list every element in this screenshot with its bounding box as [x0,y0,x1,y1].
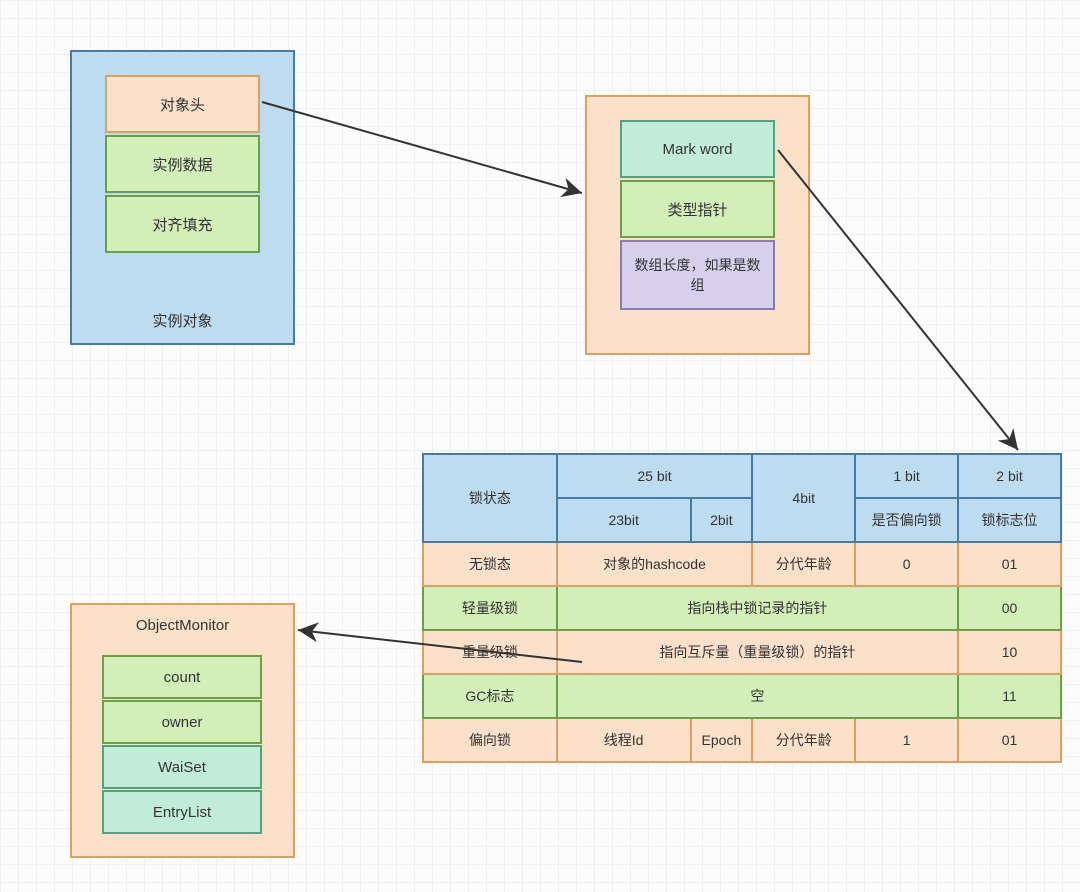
monitor-item-entrylist: EntryList [102,790,262,834]
cell: 01 [958,542,1061,586]
cell: 分代年龄 [752,542,855,586]
table-row-gc: GC标志 空 11 [423,674,1061,718]
header-item-markword: Mark word [620,120,775,178]
cell: 空 [557,674,958,718]
header-lockflag: 锁标志位 [958,498,1061,542]
cell: 指向栈中锁记录的指针 [557,586,958,630]
instance-item-data: 实例数据 [105,135,260,193]
arrow-header-to-markword [262,102,582,193]
header-biased: 是否偏向锁 [855,498,958,542]
header-23bit: 23bit [557,498,691,542]
header-4bit: 4bit [752,454,855,542]
table-row-unlocked: 无锁态 对象的hashcode 分代年龄 0 01 [423,542,1061,586]
cell: 1 [855,718,958,762]
cell-label: 轻量级锁 [423,586,557,630]
header-lockstate: 锁状态 [423,454,557,542]
cell-label: GC标志 [423,674,557,718]
cell: 分代年龄 [752,718,855,762]
monitor-item-owner: owner [102,700,262,744]
cell: 线程Id [557,718,691,762]
cell-label: 偏向锁 [423,718,557,762]
cell-label: 重量级锁 [423,630,557,674]
cell: 指向互斥量（重量级锁）的指针 [557,630,958,674]
cell-label: 无锁态 [423,542,557,586]
instance-object-title: 实例对象 [72,306,293,335]
cell: 11 [958,674,1061,718]
cell: 对象的hashcode [557,542,753,586]
header-25bit: 25 bit [557,454,753,498]
table-row-lightweight: 轻量级锁 指向栈中锁记录的指针 00 [423,586,1061,630]
cell: 10 [958,630,1061,674]
header-item-klass-pointer: 类型指针 [620,180,775,238]
header-1bit: 1 bit [855,454,958,498]
table-row-heavyweight: 重量级锁 指向互斥量（重量级锁）的指针 10 [423,630,1061,674]
monitor-item-count: count [102,655,262,699]
object-monitor-title: ObjectMonitor [72,613,293,638]
header-2bit: 2 bit [958,454,1061,498]
table-header-row1: 锁状态 25 bit 4bit 1 bit 2 bit [423,454,1061,498]
table-row-biased: 偏向锁 线程Id Epoch 分代年龄 1 01 [423,718,1061,762]
cell: 00 [958,586,1061,630]
header-sub-2bit: 2bit [691,498,753,542]
instance-item-header: 对象头 [105,75,260,133]
markword-table: 锁状态 25 bit 4bit 1 bit 2 bit 23bit 2bit 是… [422,453,1062,763]
header-item-array-length: 数组长度，如果是数组 [620,240,775,310]
arrow-markword-to-table [778,150,1018,450]
cell: 0 [855,542,958,586]
instance-item-padding: 对齐填充 [105,195,260,253]
cell: 01 [958,718,1061,762]
cell: Epoch [691,718,753,762]
monitor-item-waitset: WaiSet [102,745,262,789]
